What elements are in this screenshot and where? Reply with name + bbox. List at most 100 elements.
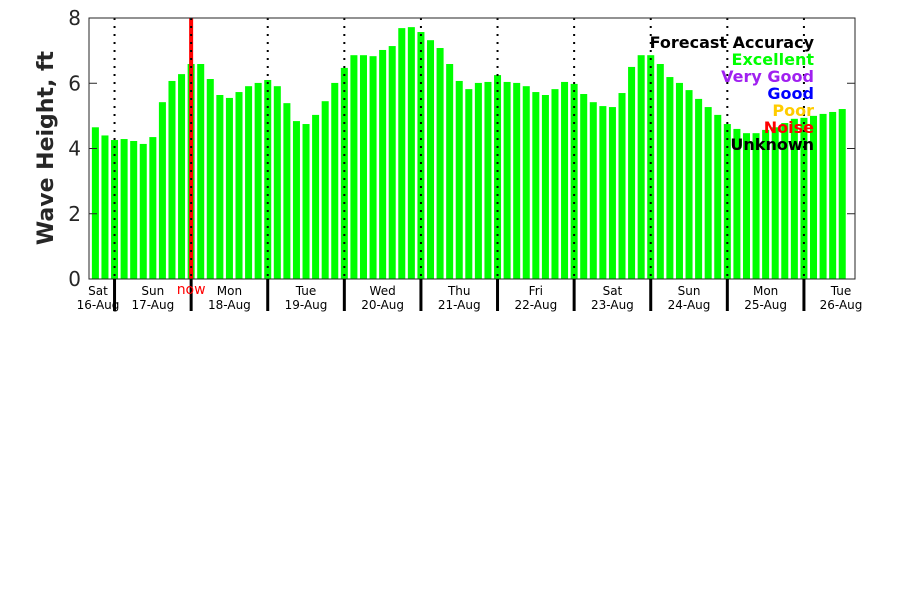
bar bbox=[695, 98, 703, 279]
bar bbox=[742, 133, 750, 279]
bar bbox=[388, 46, 396, 280]
day-label: Sun bbox=[678, 284, 701, 298]
bar bbox=[216, 94, 224, 280]
bar bbox=[273, 86, 281, 279]
bar bbox=[120, 139, 128, 279]
bar bbox=[819, 113, 827, 279]
bar bbox=[312, 114, 320, 280]
bar bbox=[292, 121, 300, 279]
legend-entry: Poor bbox=[772, 101, 814, 120]
bar bbox=[503, 81, 511, 279]
bar bbox=[752, 133, 760, 279]
day-label: Fri bbox=[529, 284, 543, 298]
bar bbox=[302, 124, 310, 279]
bar bbox=[379, 49, 387, 279]
bars-group bbox=[91, 27, 846, 280]
day-label: Mon bbox=[217, 284, 242, 298]
date-label: 19-Aug bbox=[285, 298, 328, 312]
bar bbox=[254, 82, 262, 279]
bar bbox=[235, 92, 243, 279]
day-label: Tue bbox=[295, 284, 317, 298]
bar bbox=[771, 127, 779, 279]
date-label: 25-Aug bbox=[744, 298, 787, 312]
day-label: Sat bbox=[603, 284, 623, 298]
bar bbox=[474, 82, 482, 279]
bar bbox=[455, 80, 463, 279]
bar bbox=[800, 117, 808, 280]
bar bbox=[589, 102, 597, 279]
date-label: 18-Aug bbox=[208, 298, 251, 312]
date-label: 22-Aug bbox=[514, 298, 557, 312]
bar bbox=[723, 124, 731, 279]
x-axis: Sat16-AugSun17-AugMon18-AugTue19-AugWed2… bbox=[77, 279, 863, 312]
y-tick-label: 4 bbox=[68, 137, 81, 161]
date-label: 24-Aug bbox=[668, 298, 711, 312]
bar bbox=[158, 102, 166, 279]
bar bbox=[149, 137, 157, 279]
bar bbox=[245, 86, 253, 279]
bar bbox=[618, 93, 626, 279]
bar bbox=[714, 114, 722, 280]
bar bbox=[809, 115, 818, 279]
day-label: Mon bbox=[753, 284, 778, 298]
bar bbox=[513, 82, 521, 279]
bar bbox=[656, 64, 664, 279]
bar bbox=[398, 28, 406, 279]
bar bbox=[350, 55, 358, 279]
legend-entry: Excellent bbox=[732, 50, 815, 69]
legend-title: Forecast Accuracy bbox=[650, 33, 815, 52]
bar bbox=[111, 140, 119, 279]
y-axis: 0 2 4 6 8 bbox=[68, 6, 855, 291]
bar bbox=[206, 79, 214, 279]
bar bbox=[522, 86, 530, 279]
y-tick-label: 8 bbox=[68, 6, 81, 30]
bar bbox=[733, 128, 741, 279]
bar bbox=[675, 82, 683, 279]
date-label: 26-Aug bbox=[820, 298, 863, 312]
bar bbox=[369, 56, 377, 279]
legend-entry: Unknown bbox=[730, 135, 814, 154]
date-label: 23-Aug bbox=[591, 298, 634, 312]
legend-entry: Good bbox=[767, 84, 814, 103]
bar bbox=[101, 135, 109, 279]
day-label: Wed bbox=[370, 284, 396, 298]
bar bbox=[838, 109, 846, 280]
bar bbox=[225, 97, 233, 280]
day-label: Sat bbox=[88, 284, 108, 298]
bar bbox=[685, 90, 693, 279]
y-axis-label: Wave Height, ft bbox=[34, 50, 59, 245]
day-dividers bbox=[113, 18, 805, 279]
y-tick-label: 0 bbox=[68, 267, 81, 291]
bar bbox=[628, 66, 636, 279]
bar bbox=[599, 106, 607, 280]
bar bbox=[704, 107, 712, 279]
bar bbox=[197, 64, 205, 279]
now-label: now bbox=[177, 282, 206, 298]
bar bbox=[570, 83, 578, 279]
bar bbox=[561, 81, 569, 279]
bar bbox=[790, 118, 798, 279]
legend-entry: Very Good bbox=[721, 67, 814, 86]
bar bbox=[130, 140, 138, 279]
bar bbox=[283, 103, 291, 280]
legend-entry: Noise bbox=[764, 118, 814, 137]
bar bbox=[666, 77, 674, 280]
bar bbox=[407, 27, 415, 280]
date-label: 16-Aug bbox=[77, 298, 120, 312]
bar bbox=[580, 94, 588, 279]
bar bbox=[331, 82, 339, 279]
bar bbox=[762, 129, 770, 279]
bar bbox=[446, 64, 454, 279]
bar bbox=[139, 143, 147, 279]
bar bbox=[829, 111, 837, 280]
bar bbox=[465, 89, 473, 279]
bar bbox=[178, 74, 186, 280]
day-label: Tue bbox=[830, 284, 852, 298]
day-label: Sun bbox=[141, 284, 164, 298]
date-label: 21-Aug bbox=[438, 298, 481, 312]
bar bbox=[647, 55, 655, 279]
bar bbox=[168, 80, 176, 279]
bar bbox=[91, 127, 99, 279]
date-label: 17-Aug bbox=[131, 298, 174, 312]
